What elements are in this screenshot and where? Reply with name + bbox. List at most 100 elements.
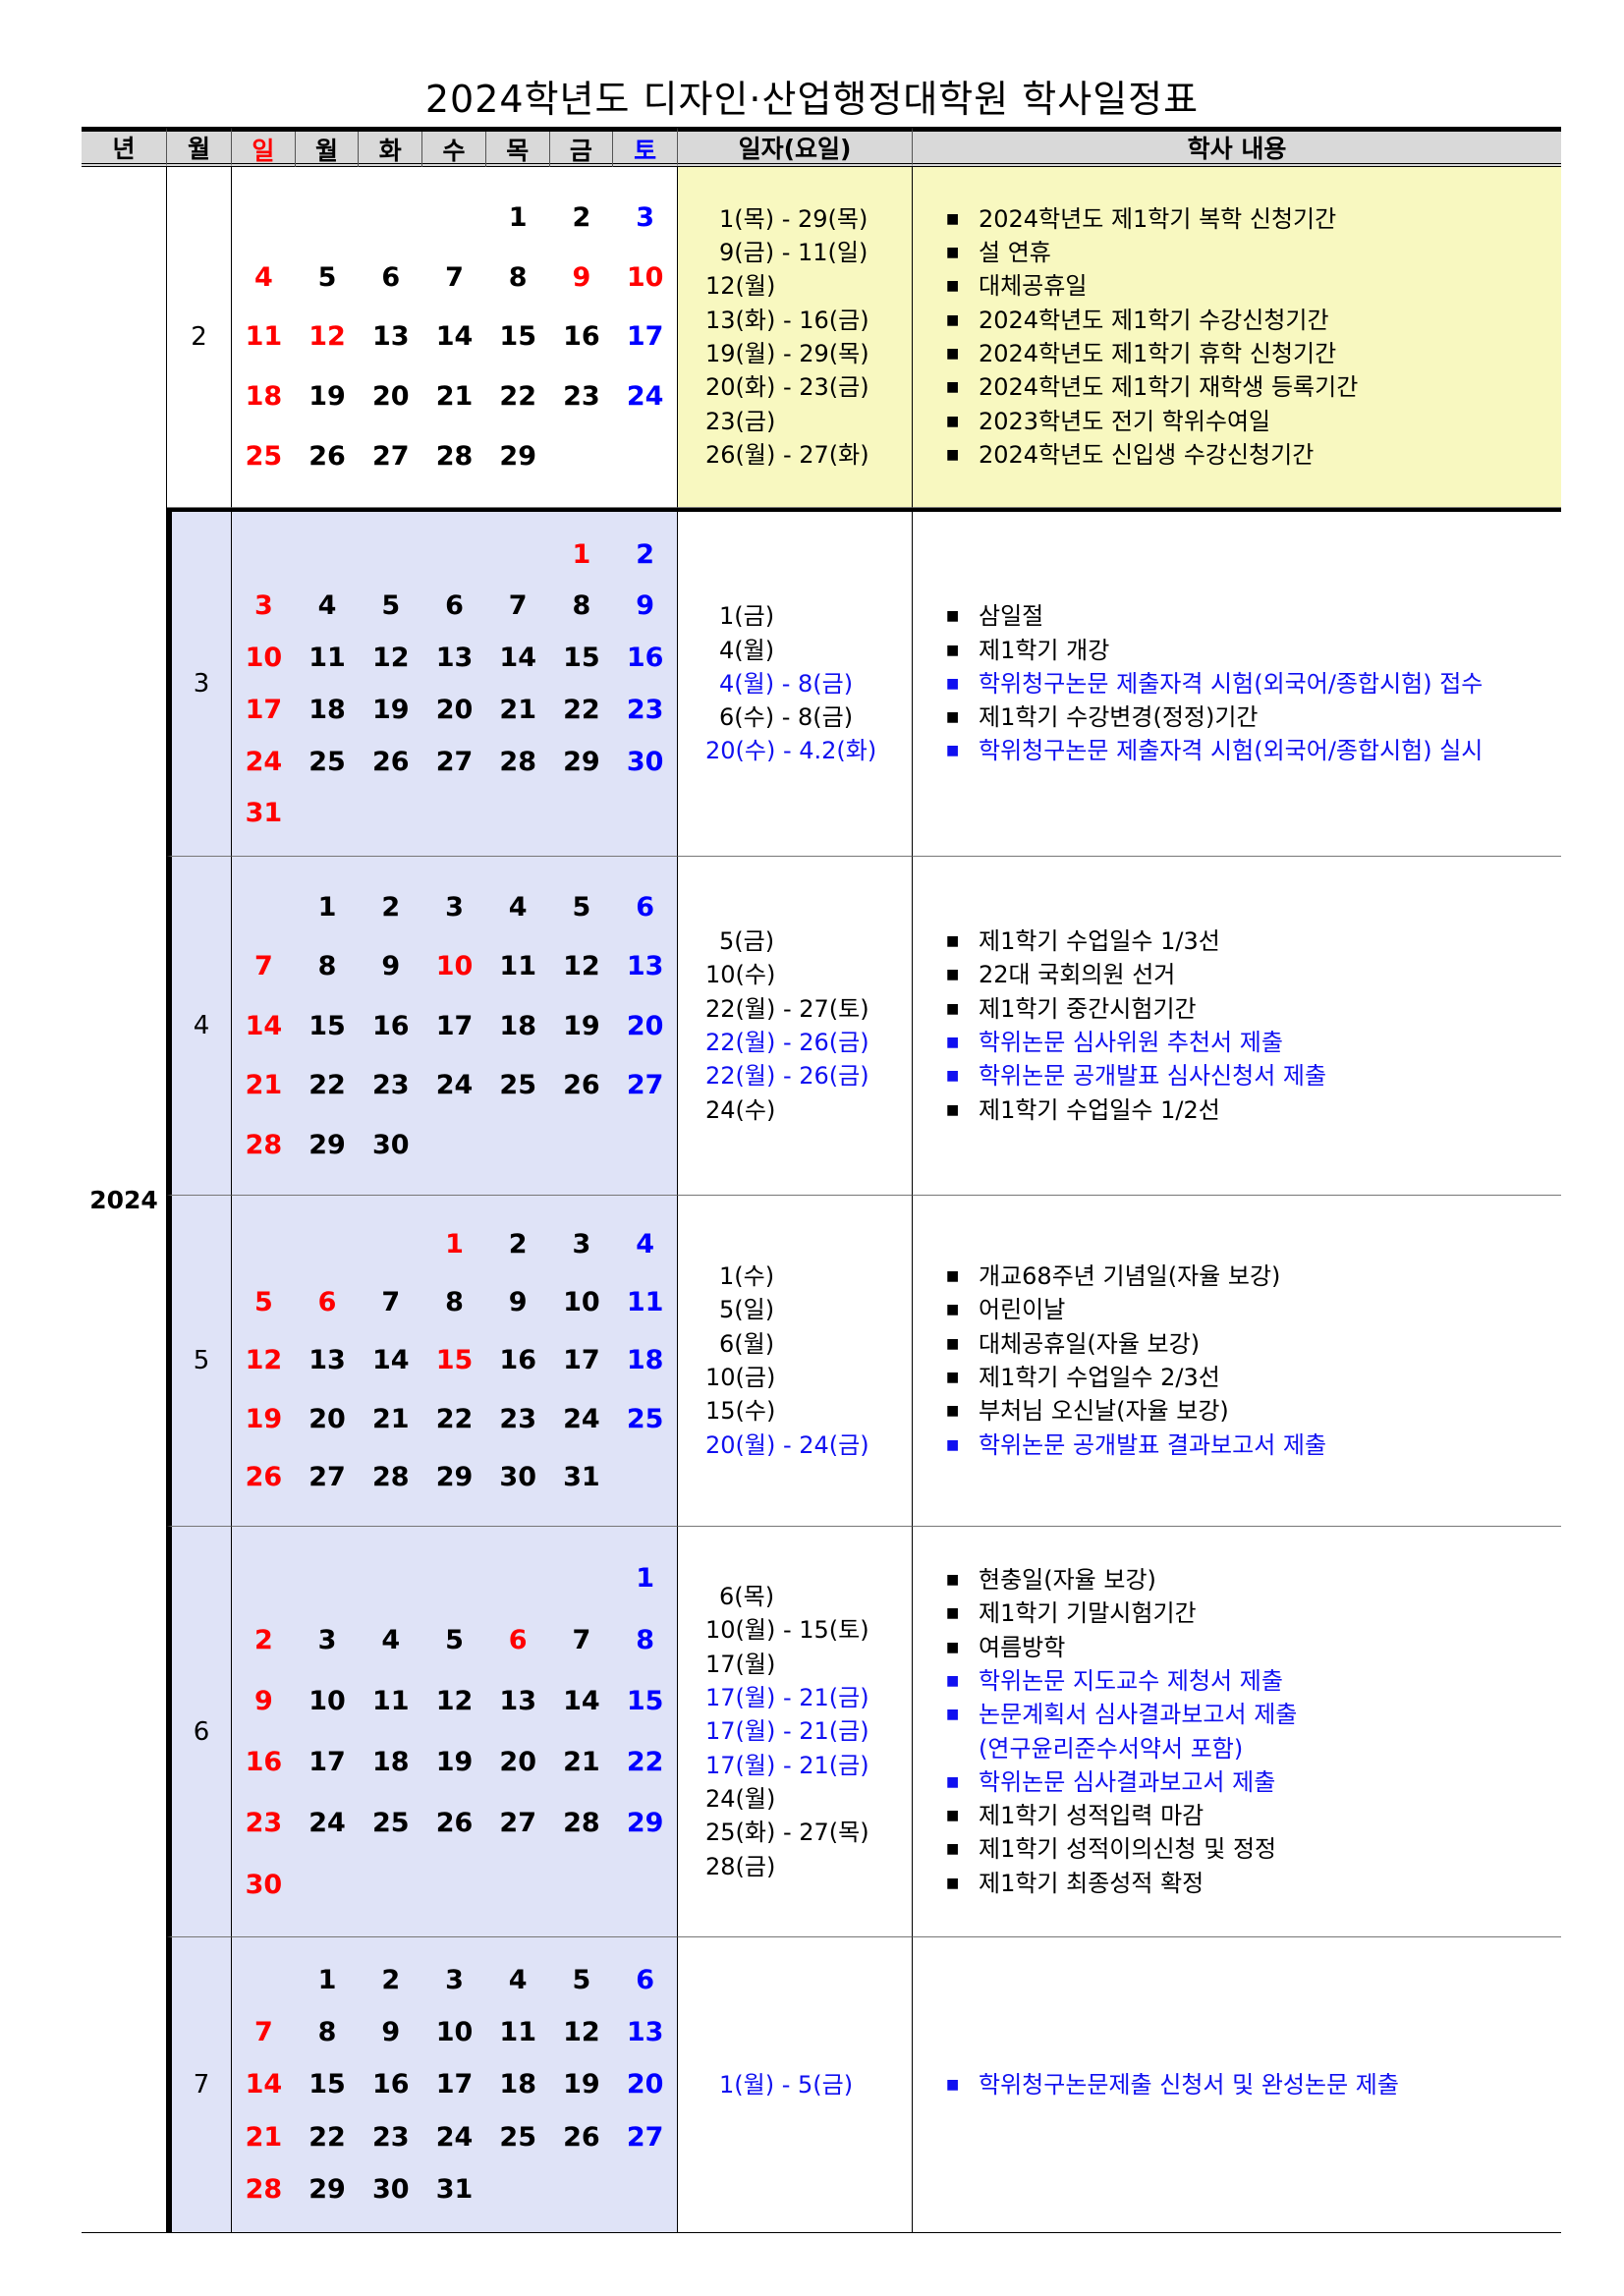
calendar-day: 22 [499, 381, 536, 413]
calendar-day [613, 1130, 677, 1160]
event-dates-column: 5(금) 10(수) 22(월) - 27(토) 22(월) - 26(금) 22(월)… [678, 857, 913, 1196]
event-date: 25(화) - 27(목) [705, 1819, 869, 1847]
header-monday: 월 [296, 132, 360, 167]
calendar-day: 4 [508, 1965, 528, 1996]
event-dates-column: 6(목) 10(월) - 15(토) 17(월) 17(월) - 21(금) 17(월)… [678, 1527, 913, 1937]
calendar-day [422, 798, 486, 828]
calendar-week: 7 8 9 10 11 12 13 [232, 2017, 677, 2047]
calendar-day [550, 798, 614, 828]
event-content-column: ■ 개교68주년 기념일(자율 보강) ■ 어린이날 ■ 대체공휴일(자율 보강) ■ 제1학… [913, 1196, 1561, 1527]
event-text: 2024학년도 제1학기 수강신청기간 [979, 306, 1329, 334]
event-text: 2024학년도 제1학기 휴학 신청기간 [979, 340, 1337, 367]
calendar-day [486, 539, 550, 570]
calendar-week: 1 2 3 4 [232, 1229, 677, 1260]
calendar-day: 26 [308, 441, 346, 473]
calendar-day: 21 [371, 1403, 410, 1434]
calendar-day [613, 1462, 677, 1492]
calendar-week: 23 24 25 26 27 28 29 [232, 1808, 677, 1838]
month-label: 2 [167, 167, 232, 508]
event-item: ■ 제1학기 중간시험기간 [946, 992, 1561, 1026]
event-text: 제1학기 개강 [979, 636, 1110, 664]
event-text: 개교68주년 기념일(자율 보강) [979, 1262, 1281, 1291]
calendar-day: 27 [308, 1461, 346, 1492]
calendar-week: 17 18 19 20 21 22 23 [232, 695, 677, 725]
calendar-day: 12 [371, 643, 410, 674]
event-date: 17(월) - 21(금) [705, 1717, 869, 1746]
event-dates-column: 1(월) - 5(금) [678, 1937, 913, 2233]
calendar-day: 31 [245, 798, 283, 829]
event-item: ■ 현충일(자율 보강) [946, 1563, 1561, 1596]
event-text: 학위논문 심사결과보고서 제출 [979, 1767, 1276, 1796]
calendar-day: 31 [563, 1461, 600, 1492]
calendar-day: 25 [499, 2121, 536, 2153]
calendar-day [359, 1229, 422, 1260]
calendar-day: 15 [499, 321, 536, 353]
calendar-day [486, 1130, 550, 1160]
calendar-day: 8 [317, 951, 337, 981]
calendar-day: 3 [636, 201, 655, 233]
calendar-day [232, 1563, 296, 1594]
event-item: ■ 2024학년도 제1학기 휴학 신청기간 [946, 337, 1561, 370]
calendar-day: 12 [308, 321, 346, 353]
calendar-day: 10 [435, 951, 474, 981]
calendar-day [296, 1229, 360, 1260]
calendar-day: 21 [499, 694, 536, 725]
event-item: ■ 학위논문 심사위원 추천서 제출 [946, 1026, 1561, 1059]
event-dates-column: 1(수) 5(일) 6(월) 10(금) 15(수) 20(월) - 24(금) [678, 1196, 913, 1527]
bullet-spacer [946, 1732, 979, 1765]
event-date: 20(수) - 4.2(화) [705, 737, 877, 765]
calendar-day: 14 [245, 2069, 283, 2100]
calendar-day: 10 [245, 643, 283, 674]
bullet-icon: ■ [946, 1101, 960, 1118]
calendar-day: 17 [308, 1747, 346, 1778]
calendar-day: 30 [245, 1869, 283, 1900]
calendar-day [296, 1870, 360, 1900]
event-item: ■ 제1학기 기말시험기간 [946, 1596, 1561, 1630]
calendar-day: 12 [245, 1345, 283, 1376]
month-label: 7 [167, 1937, 232, 2233]
calendar-day: 24 [435, 2121, 474, 2153]
event-date: 1(목) - 29(목) [719, 204, 868, 233]
calendar-day: 15 [563, 643, 600, 674]
calendar-day: 23 [626, 694, 664, 725]
calendar-day: 18 [308, 694, 346, 725]
calendar-day [486, 1563, 550, 1594]
calendar-day: 12 [563, 951, 600, 981]
event-item: ■ 부처님 오신날(자율 보강) [946, 1394, 1561, 1428]
calendar-day [422, 1130, 486, 1160]
calendar-day: 23 [371, 2121, 410, 2153]
calendar-day: 28 [563, 1808, 600, 1839]
event-text: 2024학년도 제1학기 재학생 등록기간 [979, 373, 1359, 402]
calendar-day: 24 [245, 746, 283, 777]
event-item: ■ 논문계획서 심사결과보고서 제출 [946, 1698, 1561, 1731]
calendar-day: 9 [508, 1287, 528, 1318]
calendar-week: 19 20 21 22 23 24 25 [232, 1404, 677, 1434]
event-text: 삼일절 [979, 602, 1044, 631]
calendar-day: 23 [563, 381, 600, 413]
calendar-day: 3 [253, 590, 273, 622]
calendar-day: 1 [572, 538, 591, 570]
header-weekdays: 일 월 화 수 목 금 토 [232, 127, 678, 167]
calendar-day: 18 [499, 1010, 536, 1041]
event-date: 22(월) - 27(토) [705, 994, 869, 1023]
event-date: 24(월) [705, 1784, 776, 1813]
calendar-week: 25 26 27 28 29 [232, 441, 677, 472]
event-date: 13(화) - 16(금) [705, 306, 869, 334]
calendar-day: 19 [435, 1747, 474, 1778]
bullet-icon: ■ [946, 608, 960, 625]
event-text: 제1학기 성적입력 마감 [979, 1802, 1204, 1830]
event-content-column: ■ 삼일절 ■ 제1학기 개강 ■ 학위청구논문 제출자격 시험(외국어/종합시험) 접수… [913, 508, 1561, 857]
calendar-day: 6 [445, 590, 464, 622]
calendar-day [613, 441, 677, 472]
calendar-day [296, 798, 360, 828]
bullet-icon: ■ [946, 311, 960, 328]
month-calendar-7: 1 2 3 4 5 6 7 8 9 10 11 12 13 14 15 16 17 18 19 20 21 22 23 24 2… [232, 1937, 678, 2233]
event-item: ■ 제1학기 수강변경(정정)기간 [946, 700, 1561, 734]
month-calendar-4: 1 2 3 4 5 6 7 8 9 10 11 12 13 14 15 16 17 18 19 20 21 22 23 24 2… [232, 857, 678, 1196]
event-date: 5(금) [719, 927, 775, 956]
calendar-day: 15 [626, 1685, 664, 1716]
event-date: 28(금) [705, 1852, 776, 1880]
event-text: 학위논문 지도교수 제청서 제출 [979, 1666, 1283, 1695]
event-date: 12(월) [705, 272, 776, 301]
calendar-day: 8 [636, 1624, 655, 1655]
